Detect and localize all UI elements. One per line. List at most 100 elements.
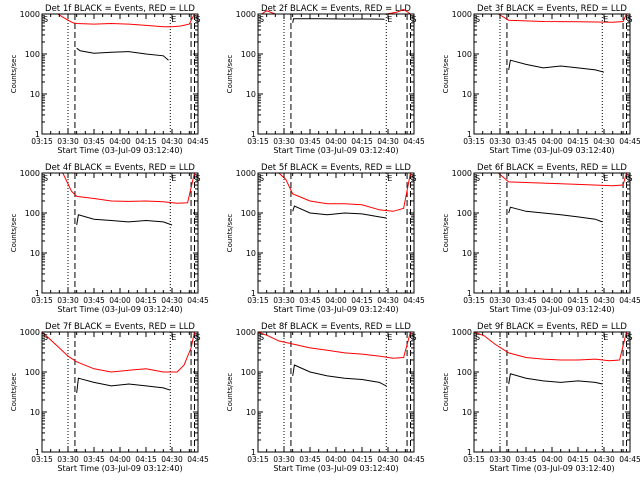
x-tick-label: 04:45 <box>403 137 425 146</box>
panel-title: Det 3f BLACK = Events, RED = LLD <box>477 4 627 14</box>
y-tick-label: 1 <box>467 289 472 298</box>
x-tick-label: 03:45 <box>515 296 537 305</box>
x-tick-label: 03:15 <box>463 296 485 305</box>
x-tick-label: 04:30 <box>161 296 183 305</box>
x-tick-label: 03:45 <box>83 455 105 464</box>
x-tick-label: 03:30 <box>273 137 295 146</box>
x-axis-label: Start Time (03-Jul-09 03:12:40) <box>489 464 614 473</box>
x-tick-label: 04:30 <box>593 137 615 146</box>
start-marker-label: S <box>43 15 48 24</box>
start-marker-label: S <box>475 15 480 24</box>
saa-marker-label: S <box>196 333 201 342</box>
x-tick-label: 04:15 <box>351 455 373 464</box>
x-tick-label: 04:15 <box>351 296 373 305</box>
panel-det-5: Det 5f BLACK = Events, RED = LLD 1 10 100 10… <box>226 163 425 314</box>
y-axis-label: Counts/sec <box>442 214 450 253</box>
y-axis-label: Counts/sec <box>10 55 18 94</box>
saa-marker-label: S <box>412 174 417 183</box>
x-tick-label: 04:30 <box>593 296 615 305</box>
saa-marker-label: S <box>628 333 633 342</box>
series-events-line <box>508 206 603 223</box>
series-events-line <box>76 214 173 226</box>
y-tick-label: 100 <box>25 209 40 218</box>
y-tick-label: 1000 <box>236 169 256 178</box>
series-lld-line <box>258 172 411 212</box>
start-marker-label: S <box>43 174 48 183</box>
series-lld-line <box>41 331 195 373</box>
panel-title: Det 9f BLACK = Events, RED = LLD <box>477 322 627 332</box>
y-tick-label: 100 <box>241 50 256 59</box>
x-tick-label: 04:00 <box>109 455 131 464</box>
saa-marker-label: S <box>196 15 201 24</box>
x-tick-label: 04:00 <box>325 296 347 305</box>
y-tick-label: 100 <box>457 368 472 377</box>
panel-det-4: Det 4f BLACK = Events, RED = LLD 1 10 100 10… <box>10 163 209 314</box>
x-tick-label: 03:45 <box>83 137 105 146</box>
x-axis-label: Start Time (03-Jul-09 03:12:40) <box>273 305 398 314</box>
x-tick-label: 03:45 <box>515 455 537 464</box>
x-tick-label: 03:45 <box>299 296 321 305</box>
x-tick-label: 03:30 <box>489 296 511 305</box>
series-lld-line <box>473 331 627 362</box>
y-tick-label: 100 <box>457 50 472 59</box>
series-lld-line <box>42 172 195 204</box>
saa-marker-label: S <box>196 174 201 183</box>
end-marker-label: E <box>171 174 176 183</box>
panel-title: Det 2f BLACK = Events, RED = LLD <box>261 4 411 14</box>
y-axis-label: Counts/sec <box>226 373 234 412</box>
x-tick-label: 04:30 <box>161 455 183 464</box>
saa-marker-label: S <box>628 174 633 183</box>
saa-marker-label: S <box>412 333 417 342</box>
x-tick-label: 03:45 <box>299 137 321 146</box>
start-marker-label: S <box>475 174 480 183</box>
x-tick-label: 04:30 <box>377 455 399 464</box>
y-tick-label: 1 <box>35 130 40 139</box>
start-marker-label: S <box>43 333 48 342</box>
end-marker-label: E <box>387 174 392 183</box>
y-tick-label: 1 <box>251 448 256 457</box>
x-tick-label: 04:45 <box>403 296 425 305</box>
start-marker-label: S <box>259 15 264 24</box>
y-tick-label: 100 <box>241 368 256 377</box>
panel-title: Det 5f BLACK = Events, RED = LLD <box>261 163 411 173</box>
panel-det-7: Det 7f BLACK = Events, RED = LLD 1 10 100 10… <box>10 322 209 473</box>
y-tick-label: 1000 <box>452 10 472 19</box>
x-tick-label: 03:15 <box>463 137 485 146</box>
x-axis-label: Start Time (03-Jul-09 03:12:40) <box>489 305 614 314</box>
x-tick-label: 04:30 <box>377 296 399 305</box>
y-tick-label: 1 <box>35 448 40 457</box>
y-tick-label: 1000 <box>20 169 40 178</box>
y-tick-label: 1 <box>467 448 472 457</box>
y-axis-label: Counts/sec <box>442 373 450 412</box>
x-tick-label: 04:15 <box>135 137 157 146</box>
end-marker-label: E <box>603 174 608 183</box>
x-tick-label: 03:15 <box>463 455 485 464</box>
x-tick-label: 03:15 <box>31 137 53 146</box>
x-tick-label: 04:15 <box>567 455 589 464</box>
panel-title: Det 6f BLACK = Events, RED = LLD <box>477 163 627 173</box>
x-tick-label: 04:45 <box>619 296 640 305</box>
x-tick-label: 04:45 <box>619 137 640 146</box>
y-tick-label: 1 <box>251 289 256 298</box>
y-tick-label: 1000 <box>236 328 256 337</box>
y-tick-label: 100 <box>457 209 472 218</box>
start-marker-label: S <box>475 333 480 342</box>
y-axis-label: Counts/sec <box>226 55 234 94</box>
end-marker-label: E <box>603 15 608 24</box>
x-tick-label: 03:15 <box>247 137 269 146</box>
series-lld-line <box>257 331 411 359</box>
y-tick-label: 1000 <box>452 169 472 178</box>
panel-det-1: Det 1f BLACK = Events, RED = LLD 1 10 100 10… <box>10 4 209 155</box>
y-tick-label: 10 <box>462 408 472 417</box>
x-tick-label: 03:30 <box>273 455 295 464</box>
end-marker-label: E <box>171 15 176 24</box>
y-tick-label: 100 <box>25 50 40 59</box>
y-tick-label: 1000 <box>20 10 40 19</box>
x-tick-label: 04:00 <box>541 296 563 305</box>
x-tick-label: 04:00 <box>325 137 347 146</box>
y-tick-label: 1000 <box>236 10 256 19</box>
y-tick-label: 100 <box>25 368 40 377</box>
x-tick-label: 03:45 <box>299 455 321 464</box>
y-axis-label: Counts/sec <box>442 55 450 94</box>
